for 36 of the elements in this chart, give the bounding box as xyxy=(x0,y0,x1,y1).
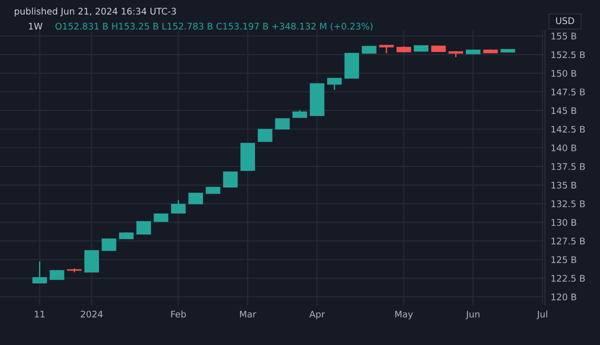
x-tick-label: 11 xyxy=(34,310,45,318)
y-tick-label: 152.5 B xyxy=(552,51,585,58)
x-tick-label: Mar xyxy=(240,310,256,318)
x-tick-label: Jun xyxy=(466,310,480,320)
candlestick xyxy=(32,260,47,284)
y-tick-label: 150 B xyxy=(552,70,576,77)
annotation: O152.831 B H153.25 B L152.783 B C153.197 B +348.132 M (+0.23%) xyxy=(56,22,372,31)
y-tick-label: 145 B xyxy=(552,107,576,114)
y-tick-label: 155 B xyxy=(552,32,576,40)
y-tick-label: 120 B xyxy=(552,294,576,300)
y-tick-label: 140 B xyxy=(552,144,576,152)
x-tick-label: Feb xyxy=(171,310,186,318)
x-tick-label: Jul xyxy=(536,310,548,320)
x-tick-label: 2024 xyxy=(80,310,103,318)
x-tick-label: May xyxy=(395,310,413,320)
y-tick-label: 147.5 B xyxy=(552,88,585,96)
text: USD xyxy=(556,17,574,24)
x-tick-label: Apr xyxy=(309,310,325,320)
candlestick xyxy=(171,199,186,214)
candlestick xyxy=(84,250,99,272)
candlestick xyxy=(275,118,290,130)
y-tick-label: 125 B xyxy=(552,256,576,264)
y-tick-label: 142.5 B xyxy=(552,126,585,133)
candlestick xyxy=(327,78,342,91)
y-tick-label: 122.5 B xyxy=(552,274,585,282)
candlestick xyxy=(102,238,116,252)
chart-title: 1W xyxy=(28,22,42,30)
y-tick-label: 132.5 B xyxy=(552,200,585,208)
text: published Jun 21, 2024 16:34 UTC-3 xyxy=(14,8,176,16)
y-tick-label: 127.5 B xyxy=(552,238,585,244)
y-tick-label: 135 B xyxy=(552,182,576,189)
candlestick xyxy=(223,172,238,188)
y-tick-label: 137.5 B xyxy=(552,163,585,170)
y-tick-label: 130 B xyxy=(552,219,576,226)
candlestick xyxy=(258,128,272,142)
candlestick xyxy=(136,221,151,234)
